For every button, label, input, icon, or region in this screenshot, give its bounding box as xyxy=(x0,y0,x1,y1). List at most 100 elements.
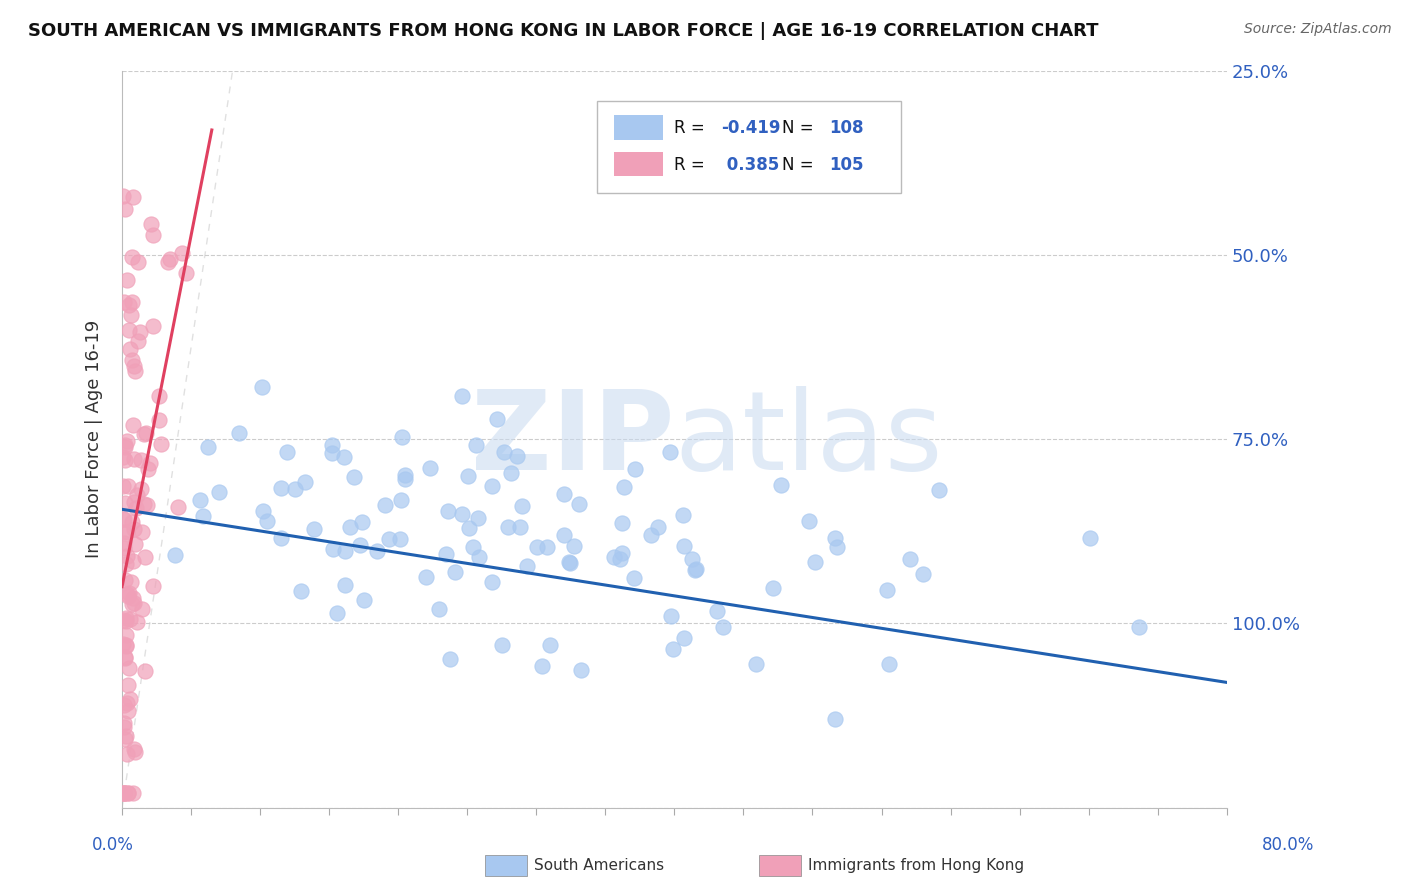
Point xyxy=(339,520,361,534)
Point xyxy=(122,359,145,373)
Point xyxy=(912,567,935,582)
Point xyxy=(112,786,135,800)
Point xyxy=(610,545,633,559)
Point xyxy=(366,544,388,558)
Point xyxy=(463,541,485,555)
Point xyxy=(135,498,157,512)
Point xyxy=(335,578,357,592)
Point xyxy=(114,453,136,467)
Point xyxy=(118,343,141,357)
Point xyxy=(112,294,135,309)
Point xyxy=(117,705,139,719)
Point xyxy=(114,202,136,216)
Point xyxy=(252,380,274,394)
Point xyxy=(115,696,138,710)
Point xyxy=(1078,531,1101,545)
Point xyxy=(112,637,135,651)
Point xyxy=(568,497,591,511)
Point xyxy=(170,246,193,260)
Point xyxy=(114,512,136,526)
Point xyxy=(112,541,135,555)
Point xyxy=(117,786,139,800)
Point xyxy=(122,494,145,508)
Point xyxy=(302,522,325,536)
Point xyxy=(530,658,553,673)
Point xyxy=(122,452,145,467)
Point xyxy=(134,426,156,441)
Text: atlas: atlas xyxy=(675,386,943,493)
Point xyxy=(326,606,349,620)
Point xyxy=(1128,620,1150,634)
Point xyxy=(112,536,135,550)
Point xyxy=(270,481,292,495)
Text: South Americans: South Americans xyxy=(534,858,665,872)
Point xyxy=(672,631,695,645)
Point xyxy=(389,532,412,546)
Point xyxy=(122,417,145,432)
Point xyxy=(898,552,921,566)
Point xyxy=(142,318,165,333)
Point xyxy=(148,389,170,403)
Point xyxy=(139,217,162,231)
Point xyxy=(683,563,706,577)
Point xyxy=(623,571,645,585)
Point xyxy=(121,516,143,530)
Point xyxy=(132,426,155,441)
Point xyxy=(228,425,250,440)
Text: N =: N = xyxy=(782,119,818,136)
Point xyxy=(350,515,373,529)
Text: R =: R = xyxy=(675,155,710,174)
Point xyxy=(157,255,180,269)
Text: 108: 108 xyxy=(830,119,863,136)
Point xyxy=(129,325,152,339)
Point xyxy=(129,452,152,467)
Point xyxy=(321,446,343,460)
Point xyxy=(322,542,344,557)
Point xyxy=(394,467,416,482)
Point xyxy=(112,512,135,526)
Point xyxy=(142,579,165,593)
Point xyxy=(115,611,138,625)
Point xyxy=(509,520,531,534)
Point xyxy=(491,638,513,652)
Text: 0.0%: 0.0% xyxy=(91,836,134,854)
Point xyxy=(443,565,465,579)
Point xyxy=(458,521,481,535)
Point xyxy=(117,747,139,762)
Point xyxy=(434,547,457,561)
Point xyxy=(132,497,155,511)
Point xyxy=(166,500,188,514)
Point xyxy=(117,479,139,493)
Point xyxy=(117,587,139,601)
Point xyxy=(558,555,581,569)
Point xyxy=(437,504,460,518)
Point xyxy=(121,190,143,204)
Point xyxy=(877,657,900,671)
Point xyxy=(115,434,138,448)
Point xyxy=(136,462,159,476)
Point xyxy=(284,483,307,497)
Point xyxy=(321,438,343,452)
Point xyxy=(122,596,145,610)
Point xyxy=(112,479,135,493)
Point xyxy=(142,227,165,242)
Point xyxy=(174,266,197,280)
Point xyxy=(685,562,707,576)
Point xyxy=(115,615,138,629)
Point xyxy=(112,715,135,730)
Point xyxy=(121,251,143,265)
Point xyxy=(112,698,135,713)
Point xyxy=(824,531,846,545)
Point xyxy=(115,628,138,642)
Point xyxy=(114,651,136,665)
Point xyxy=(117,786,139,800)
Point xyxy=(112,188,135,202)
Point xyxy=(391,429,413,443)
Point xyxy=(117,589,139,603)
Point xyxy=(672,539,695,553)
Point xyxy=(612,516,634,531)
Point xyxy=(118,611,141,625)
Point xyxy=(117,298,139,312)
Point xyxy=(124,537,146,551)
Point xyxy=(496,520,519,534)
